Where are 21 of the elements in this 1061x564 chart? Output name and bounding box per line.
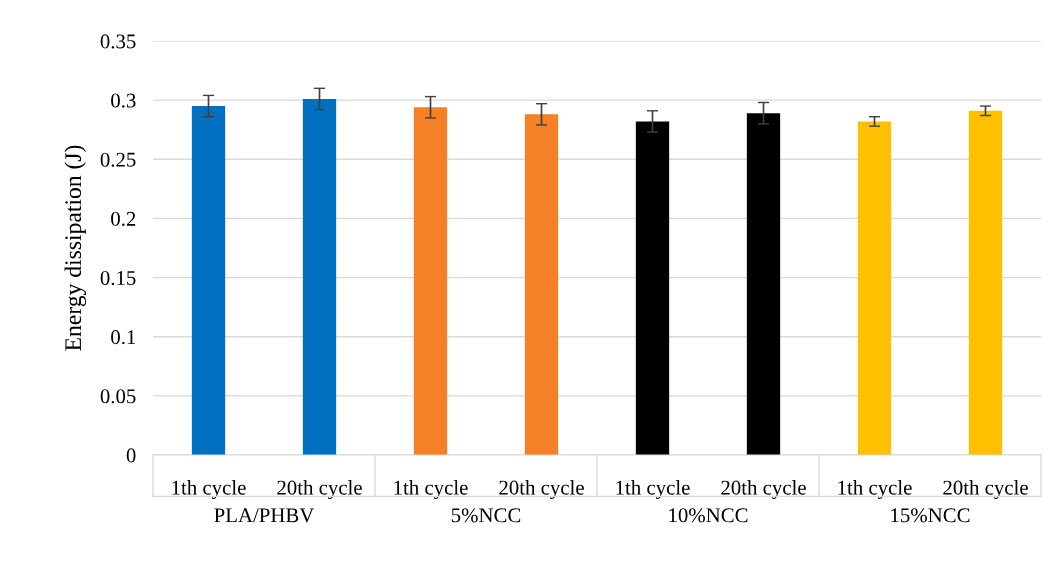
y-tick-label: 0 (126, 448, 136, 463)
x-tick-label: 20th cycle (277, 480, 362, 499)
text: PLA/PHBV (214, 508, 315, 523)
text: 5%NCC (451, 508, 521, 523)
x-tick-label: 1th cycle (172, 480, 246, 499)
x-tick-label: 1th cycle (616, 480, 690, 499)
text: 10%NCC (669, 508, 748, 523)
x-tick-label: 20th cycle (721, 480, 806, 499)
x-tick-label: 20th cycle (943, 480, 1028, 499)
y-tick-label: 0.2 (111, 211, 136, 226)
y-tick-label: 0.15 (100, 270, 136, 286)
y-tick-label: 0.1 (111, 330, 136, 345)
y-tick-label: 0.25 (100, 152, 136, 167)
y-axis-title: Energy dissipation (J) (64, 145, 86, 351)
y-tick-label: 0.3 (111, 93, 136, 108)
x-tick-label: 20th cycle (499, 480, 584, 499)
x-tick-label: 1th cycle (394, 480, 468, 499)
y-tick-label: 0.35 (100, 34, 136, 49)
text: 15%NCC (891, 508, 970, 523)
y-tick-label: 0.05 (100, 389, 136, 404)
x-tick-label: 1th cycle (838, 480, 912, 499)
